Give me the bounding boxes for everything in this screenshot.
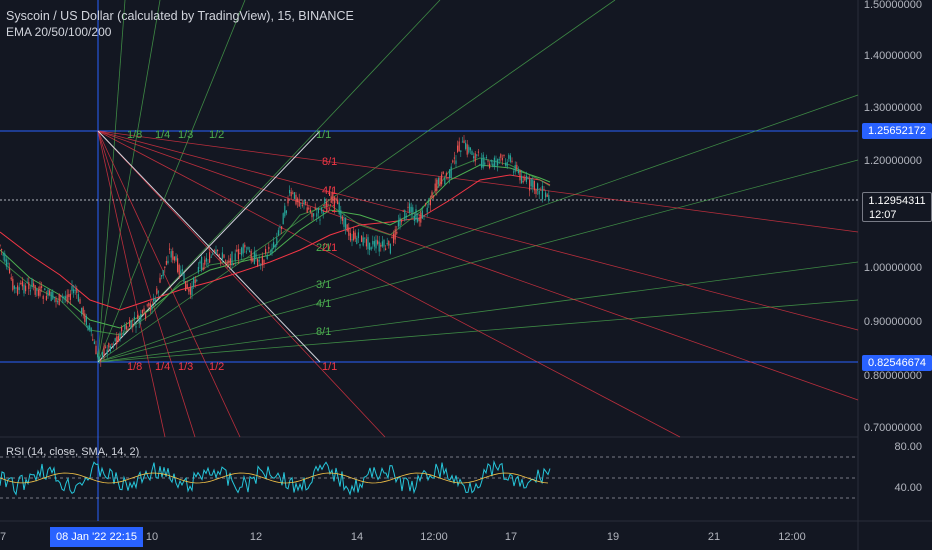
time-label: 12:00 (420, 531, 448, 543)
current-price-badge: 1.12954311 12:07 (862, 192, 932, 222)
fan-label-bottom: 1/3 (178, 361, 194, 373)
time-label: 14 (350, 531, 364, 543)
time-label: 17 (504, 531, 518, 543)
price-label: 1.40000000 (863, 50, 922, 62)
rsi-line (0, 459, 551, 496)
fan-label-bottom: 1/2 (209, 361, 225, 373)
price-label: 0.90000000 (863, 316, 922, 328)
time-label: 7 (0, 531, 7, 543)
price-label: 0.70000000 (863, 422, 922, 434)
time-label: 12:00 (778, 531, 806, 543)
bar-countdown: 12:07 (869, 209, 897, 221)
price-candles (0, 134, 550, 367)
gann-fan-green (97, 0, 859, 363)
high-price-badge: 1.25652172 (862, 123, 932, 139)
gann-1x1-down (97, 130, 321, 363)
fan-label-bottom: 1/4 (155, 361, 171, 373)
time-label: 21 (707, 531, 721, 543)
price-label: 1.20000000 (863, 155, 922, 167)
fan-label-top: 1/4 (155, 129, 171, 141)
fan-label-red: 4/1 (322, 185, 338, 197)
time-label: 10 (145, 531, 159, 543)
chart-title: Syscoin / US Dollar (calculated by Tradi… (6, 9, 354, 23)
fan-label-green: 4/1 (316, 298, 332, 310)
gann-fan-red (97, 130, 859, 438)
fan-label-top: 1/1 (316, 129, 332, 141)
price-label: 1.50000000 (863, 0, 922, 11)
fan-label-top: 1/2 (209, 129, 225, 141)
time-label: 12 (249, 531, 263, 543)
fan-label-green: 2/1 (316, 242, 332, 254)
fan-label-top: 1/3 (178, 129, 194, 141)
rsi-axis-label: 80.00 (894, 441, 922, 453)
price-label: 1.00000000 (863, 262, 922, 274)
fan-label-red: 3/1 (322, 203, 338, 215)
fan-label-red: 8/1 (322, 156, 338, 168)
rsi-axis-label: 40.00 (894, 482, 922, 494)
fan-label-top: 1/8 (127, 129, 143, 141)
fan-label-bottom: 1/8 (127, 361, 143, 373)
price-label: 0.80000000 (863, 370, 922, 382)
current-price-value: 1.12954311 (868, 195, 926, 207)
low-price-badge: 0.82546674 (862, 355, 932, 371)
rsi-legend[interactable]: RSI (14, close, SMA, 14, 2) (6, 446, 140, 458)
price-label: 1.30000000 (863, 102, 922, 114)
fan-label-red: 2/1 (322, 242, 338, 254)
indicator-legend[interactable]: EMA 20/50/100/200 (6, 25, 112, 39)
fan-label-green: 3/1 (316, 279, 332, 291)
fan-label-bottom: 1/1 (322, 361, 338, 373)
time-label: 19 (606, 531, 620, 543)
fan-label-green: 8/1 (316, 326, 332, 338)
crosshair-time-badge: 08 Jan '22 22:15 (50, 527, 144, 547)
